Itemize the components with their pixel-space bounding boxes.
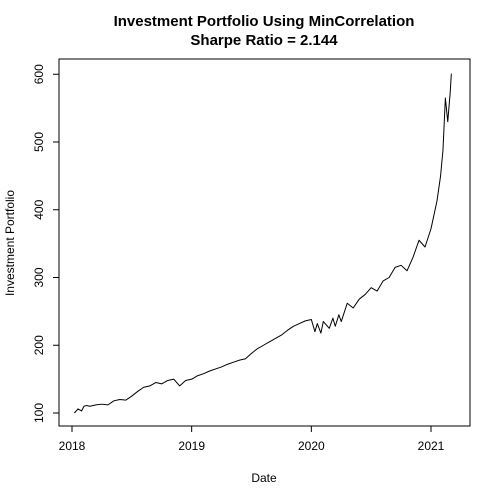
y-tick-label: 400 [32, 199, 46, 219]
y-axis-label: Investment Portfolio [3, 190, 17, 296]
x-tick-label: 2018 [59, 439, 86, 453]
x-tick-label: 2019 [178, 439, 205, 453]
y-tick-label: 600 [32, 64, 46, 84]
plot-frame [59, 59, 470, 426]
y-tick-label: 200 [32, 335, 46, 355]
x-tick-label: 2020 [298, 439, 325, 453]
y-tick-label: 500 [32, 132, 46, 152]
series-layer [74, 74, 451, 413]
chart-title: Investment Portfolio Using MinCorrelatio… [114, 13, 415, 30]
x-tick-label: 2021 [418, 439, 445, 453]
x-axis: 2018 2019 2020 2021 [59, 426, 445, 453]
chart-subtitle: Sharpe Ratio = 2.144 [190, 32, 338, 49]
y-tick-label: 100 [32, 403, 46, 423]
x-axis-label: Date [251, 471, 277, 485]
y-tick-label: 300 [32, 267, 46, 287]
series-line [74, 74, 451, 413]
y-axis: 100 200 300 400 500 600 [32, 64, 59, 423]
